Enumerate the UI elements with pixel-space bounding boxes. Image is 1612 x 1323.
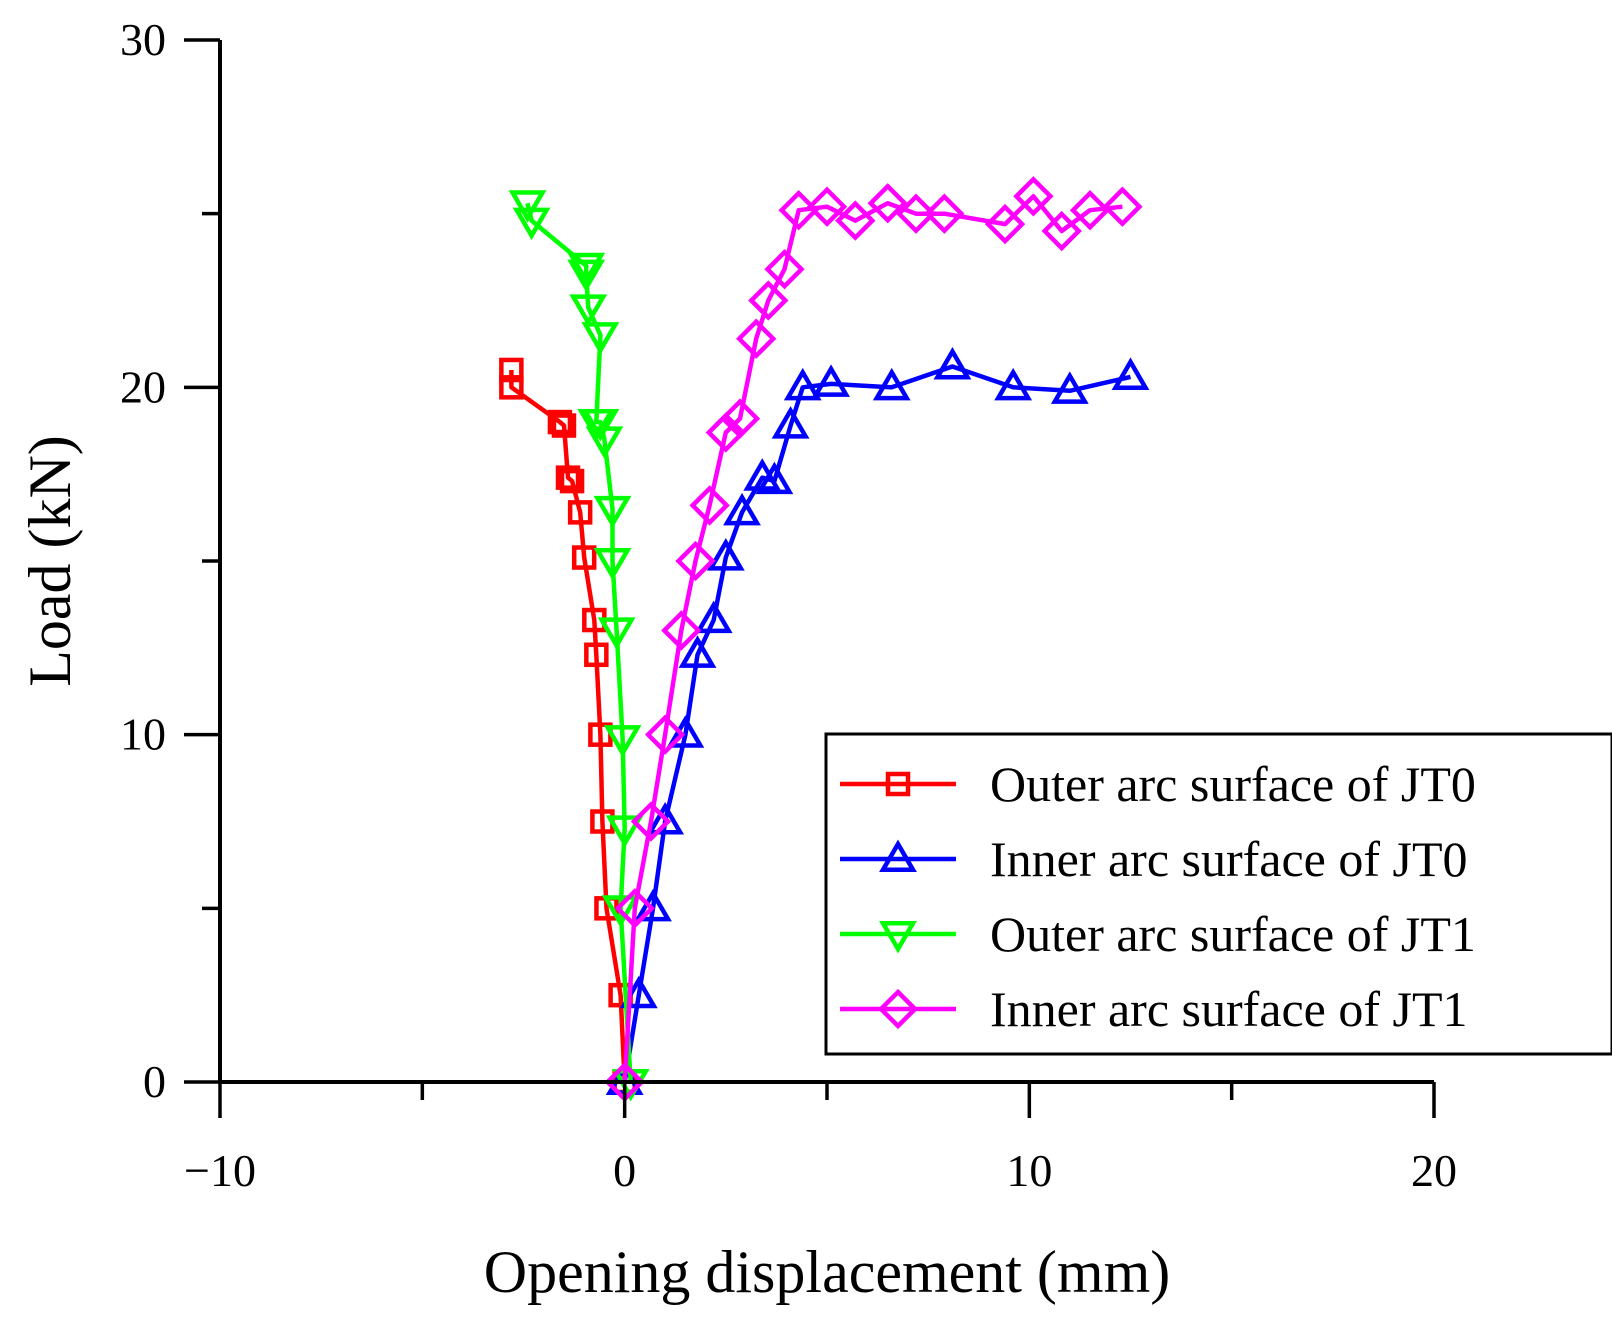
data-point-s4-21 [1041, 210, 1082, 252]
data-point-s2-17 [994, 367, 1033, 401]
series-3 [508, 190, 650, 1102]
data-point-s1-11 [555, 465, 581, 490]
data-point-s3-13 [567, 259, 606, 293]
data-point-s2-8 [706, 538, 745, 571]
data-point-s4-19 [984, 203, 1026, 245]
data-point-s2-18 [1050, 371, 1089, 404]
y-tick-label: 10 [120, 709, 166, 760]
data-point-s1-12 [551, 413, 577, 438]
data-point-s4-6 [675, 540, 716, 582]
legend: Outer arc surface of JT0 Inner arc surfac… [824, 732, 1612, 1056]
data-point-s4-23 [1102, 186, 1143, 227]
legend-marker [879, 839, 917, 873]
series-4 [604, 176, 1143, 1103]
data-point-s2-7 [694, 600, 733, 634]
data-point-s2-19 [1111, 357, 1150, 390]
data-point-s4-18 [924, 193, 965, 234]
data-point-s4-2 [614, 888, 655, 929]
data-point-s4-11 [748, 280, 789, 321]
data-point-s4-8 [705, 412, 747, 453]
data-point-s4-17 [895, 193, 937, 234]
data-point-s2-9 [723, 492, 761, 526]
y-tick-label: 30 [120, 14, 166, 65]
data-point-s4-5 [661, 610, 702, 651]
legend-entry-3: Outer arc surface of JT1 [840, 906, 1476, 962]
legend-marker [877, 988, 919, 1030]
legend-entry-1: Outer arc surface of JT0 [840, 756, 1476, 812]
data-point-s3-11 [581, 322, 620, 355]
data-point-s1-13 [547, 409, 573, 435]
data-point-s1-10 [559, 468, 585, 494]
legend-marker [879, 920, 917, 954]
legend-entry-2: Inner arc surface of JT0 [840, 831, 1468, 887]
data-point-s4-16 [867, 183, 908, 224]
x-tick-label: −10 [184, 1145, 256, 1196]
legend-label: Inner arc surface of JT1 [990, 981, 1468, 1037]
series-layer [499, 176, 1150, 1103]
data-point-s4-15 [835, 200, 876, 241]
data-point-s4-14 [806, 186, 848, 227]
data-point-s3-4 [603, 725, 642, 758]
data-point-s1-8 [571, 545, 597, 570]
data-point-s3-3 [605, 815, 644, 848]
x-tick-label: 10 [1006, 1145, 1052, 1196]
y-axis-title: Load (kN) [17, 435, 83, 687]
data-point-s1-9 [567, 500, 593, 525]
data-point-s3-14 [567, 252, 606, 286]
data-point-s4-12 [764, 249, 805, 290]
series-line-1 [509, 370, 627, 1083]
data-point-s3-2 [601, 895, 640, 928]
data-point-s3-10 [577, 409, 616, 442]
data-point-s2-12 [771, 406, 810, 439]
data-point-s2-6 [678, 635, 717, 668]
data-point-s2-13 [783, 367, 822, 401]
data-point-s1-14 [499, 375, 524, 400]
y-tick-label: 20 [120, 361, 166, 412]
data-point-s4-4 [644, 714, 686, 755]
data-point-s3-12 [569, 294, 608, 327]
data-point-s4-20 [1013, 176, 1054, 217]
y-tick-label: 0 [143, 1056, 166, 1107]
data-point-s2-16 [933, 347, 972, 380]
data-point-s3-5 [597, 617, 636, 650]
x-axis-title: Opening displacement (mm) [484, 1239, 1170, 1305]
data-point-s4-3 [630, 801, 672, 842]
legend-label: Outer arc surface of JT0 [990, 756, 1476, 812]
data-point-s2-3 [634, 888, 672, 922]
series-1 [499, 357, 637, 1095]
data-point-s1-15 [499, 357, 524, 383]
data-point-s4-7 [689, 485, 730, 526]
ticks: −10 0 10 20 0 10 20 30 [120, 14, 1457, 1196]
data-point-s3-16 [508, 190, 547, 223]
x-tick-label: 0 [613, 1145, 636, 1196]
data-point-s4-22 [1069, 190, 1111, 231]
legend-entries: Outer arc surface of JT0 Inner arc surfac… [840, 756, 1476, 1037]
legend-label: Inner arc surface of JT0 [990, 831, 1468, 887]
legend-marker [885, 771, 911, 797]
data-point-s1-6 [584, 642, 609, 668]
data-point-s2-11 [755, 461, 794, 495]
data-point-s2-14 [812, 364, 850, 397]
data-point-s2-15 [872, 367, 911, 401]
data-point-s4-9 [719, 398, 761, 439]
data-point-s3-6 [593, 547, 632, 581]
data-point-s2-4 [646, 802, 685, 835]
legend-entry-4: Inner arc surface of JT1 [840, 981, 1468, 1037]
legend-box [824, 732, 1612, 1056]
x-tick-label: 20 [1411, 1145, 1457, 1196]
data-point-s4-10 [736, 318, 777, 359]
legend-label: Outer arc surface of JT1 [990, 906, 1476, 962]
data-point-s3-7 [593, 495, 632, 529]
